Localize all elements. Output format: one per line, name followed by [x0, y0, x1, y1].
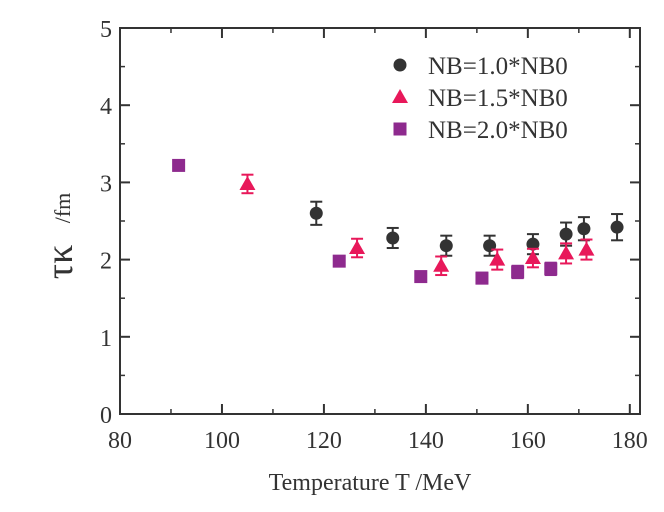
data-point-square	[172, 158, 186, 172]
data-point-triangle	[239, 175, 256, 190]
legend-item: NB=1.5*NB0	[392, 85, 568, 112]
data-marks	[172, 158, 624, 285]
data-point-triangle	[524, 250, 541, 265]
data-point-square	[414, 270, 428, 284]
legend-marker-triangle	[392, 89, 408, 103]
legend-marker-square	[393, 122, 407, 136]
legend-label: NB=1.0*NB0	[428, 53, 568, 80]
x-tick-label: 180	[612, 428, 648, 454]
axis-ticks: 0 1 2 3 4 5 80 100 120 140 160 180	[100, 17, 648, 454]
legend-label: NB=1.5*NB0	[428, 85, 568, 112]
legend-item: NB=1.0*NB0	[393, 53, 568, 80]
data-point-circle	[577, 222, 591, 236]
data-point-triangle	[433, 257, 450, 272]
data-point-triangle	[349, 240, 366, 255]
data-point-triangle	[558, 245, 575, 260]
series-triangle	[239, 173, 595, 277]
data-point-triangle	[489, 251, 506, 266]
data-point-circle	[559, 227, 573, 241]
data-point-triangle	[578, 241, 595, 256]
data-point-circle	[439, 239, 453, 253]
legend-item: NB=2.0*NB0	[393, 117, 568, 144]
x-axis-label: Temperature T /MeV	[269, 470, 472, 496]
x-tick-label: 100	[204, 428, 240, 454]
data-point-circle	[526, 237, 540, 251]
y-tick-label: 0	[100, 403, 112, 429]
data-point-square	[511, 265, 525, 279]
legend-label: NB=2.0*NB0	[428, 117, 568, 144]
x-tick-label: 140	[408, 428, 444, 454]
data-point-circle	[610, 220, 624, 234]
legend: NB=1.0*NB0 NB=1.5*NB0 NB=2.0*NB0	[392, 53, 568, 144]
legend-marker-circle	[393, 58, 407, 72]
data-point-square	[544, 262, 558, 276]
x-tick-label: 160	[510, 428, 546, 454]
y-axis-label-symbol: τκ	[39, 245, 81, 279]
data-point-circle	[386, 231, 400, 245]
data-point-circle	[309, 206, 323, 220]
data-point-square	[332, 254, 346, 268]
series-square	[172, 158, 558, 285]
y-tick-label: 1	[100, 326, 112, 352]
y-tick-label: 4	[100, 94, 112, 120]
y-axis-label-unit: /fm	[50, 193, 75, 224]
x-tick-label: 80	[108, 428, 132, 454]
data-point-square	[475, 271, 489, 285]
y-tick-label: 2	[100, 249, 112, 275]
y-tick-label: 3	[100, 171, 112, 197]
x-tick-label: 120	[306, 428, 342, 454]
y-tick-label: 5	[100, 17, 112, 43]
